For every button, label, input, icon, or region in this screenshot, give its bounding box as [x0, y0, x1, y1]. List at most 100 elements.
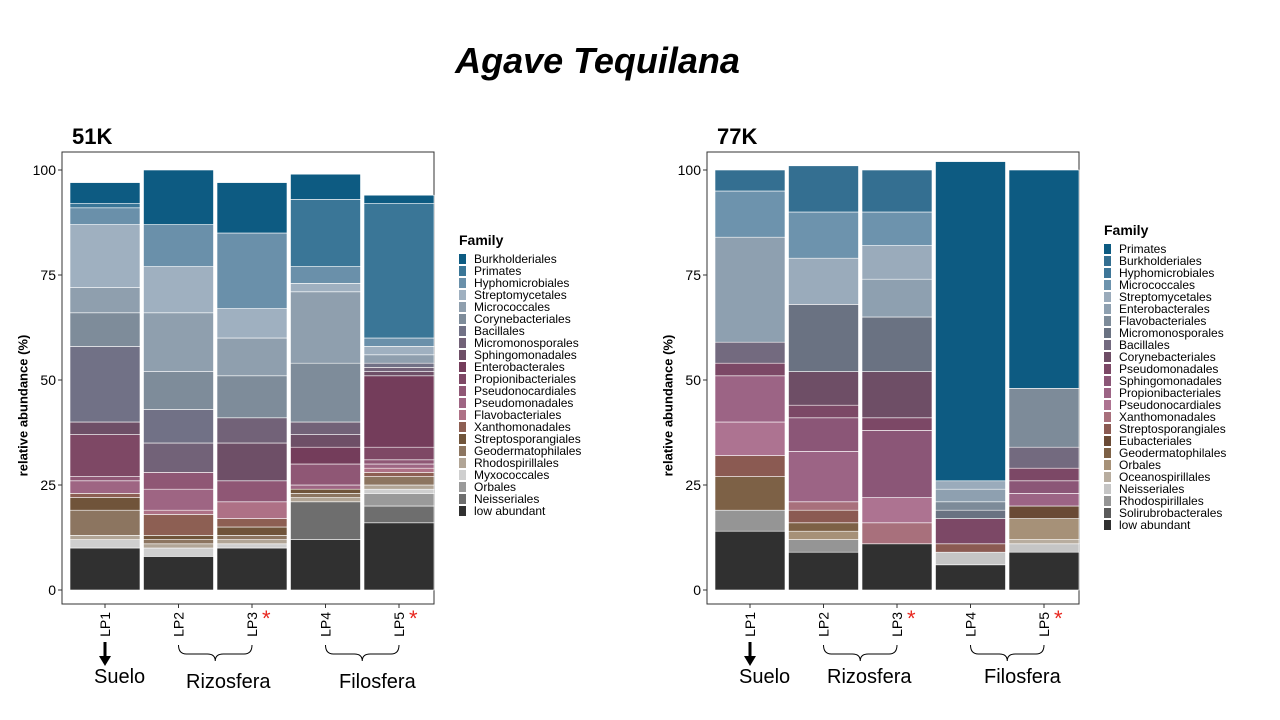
bar-segment-pseudomonadales	[788, 404, 859, 419]
legend-item-orbales: Orbales	[459, 481, 581, 493]
bar-segment-corynebacteriales	[143, 371, 214, 410]
bar-segment-micromonosporales	[143, 442, 214, 473]
bar-segment-flavobacteriales	[216, 501, 288, 519]
legend-label: Burkholderiales	[474, 252, 557, 266]
legend-swatch	[459, 458, 466, 468]
legend-swatch	[459, 494, 466, 504]
legend-label: Hyphomicrobiales	[474, 276, 570, 290]
bar-segment-enterobacterales	[861, 278, 933, 318]
bar-segment-pseudonocardiales	[143, 472, 214, 490]
bar-segment-streptosporangiales	[290, 488, 361, 494]
bar-segment-rhodospirillales	[69, 535, 141, 540]
bar-segment-sphingomonadales	[69, 421, 141, 435]
legend-label: Hyphomicrobiales	[1119, 266, 1215, 280]
bar-segment-flavobacteriales	[143, 509, 214, 515]
legend-item-sphingomonadales: Sphingomonadales	[459, 349, 581, 361]
legend-label: Propionibacteriales	[1119, 386, 1222, 400]
bar-segment-sphingomonadales	[290, 434, 361, 448]
bar-segment-sphingomonadales	[861, 430, 933, 498]
legend-swatch	[1104, 364, 1111, 374]
bar-segment-micrococcales	[290, 291, 361, 364]
bar-segment-propionibacteriales	[1008, 493, 1080, 507]
y-tick-label: 75	[40, 267, 56, 283]
legend-swatch	[459, 386, 466, 396]
legend-label: Pseudonocardiales	[1119, 398, 1222, 412]
bar-segment-micrococcales	[861, 211, 933, 246]
legend-label: Burkholderiales	[1119, 254, 1202, 268]
bar-segment-pseudomonadales	[714, 362, 786, 377]
legend-item-corynebacteriales: Corynebacteriales	[459, 313, 581, 325]
legend-item-micrococcales: Micrococcales	[459, 301, 581, 313]
group-label-phyllosphere: Filosfera	[339, 671, 416, 693]
y-tick-label: 75	[685, 267, 701, 283]
legend-swatch	[1104, 280, 1111, 290]
legend-label: Oceanospirillales	[1119, 470, 1211, 484]
legend-label: Streptomycetales	[1119, 290, 1212, 304]
legend-swatch	[459, 278, 466, 288]
legend-label: Enterobacterales	[474, 360, 565, 374]
chart-panel-77k: 77K relative abundance (%) 0 25 50 75 100 LP1…	[655, 118, 1227, 718]
legend-label: low abundant	[1119, 518, 1191, 532]
legend-item-primates: Primates	[459, 265, 581, 277]
legend-item-burkholderiales: Burkholderiales	[459, 253, 581, 265]
legend-swatch	[1104, 304, 1111, 314]
bar-segment-burkholderiales	[861, 169, 933, 213]
legend-swatch	[1104, 520, 1111, 530]
bar-segment-hyphomicrobiales	[216, 232, 288, 309]
legend-label: Streptosporangiales	[474, 432, 581, 446]
legend-swatch	[459, 350, 466, 360]
bar-segment-streptosporangiales	[216, 526, 288, 536]
bar-segment-burkholderiales	[143, 169, 214, 225]
bar-segment-streptosporangiales	[69, 497, 141, 511]
group-label-phyllosphere: Filosfera	[984, 666, 1061, 688]
bar-segment-micrococcales	[714, 190, 786, 238]
legend-swatch	[459, 410, 466, 420]
bar-segment-propionibacteriales	[363, 446, 435, 461]
bar-segment-pseudomonadales	[363, 463, 435, 469]
legend-label: Micromonosporales	[1119, 326, 1224, 340]
legend-item-micrococcales: Micrococcales	[1104, 279, 1226, 291]
bar-segment-corynebacteriales	[861, 371, 933, 419]
bar-segment-propionibacteriales	[788, 451, 859, 503]
x-tick-label-lp4: LP4	[963, 612, 979, 637]
bar-segment-xanthomonadales	[363, 472, 435, 477]
bar-segment-primates	[1008, 169, 1080, 389]
group-label-rhizosphere: Rizosfera	[827, 666, 912, 688]
phyllosphere-brace	[970, 644, 1045, 662]
legend-label: low abundant	[474, 504, 546, 518]
legend-item-flavobacteriales: Flavobacteriales	[1104, 315, 1226, 327]
legend-item-enterobacterales: Enterobacterales	[1104, 303, 1226, 315]
legend-item-flavobacteriales: Flavobacteriales	[459, 409, 581, 421]
bar-segment-streptomycetales	[143, 266, 214, 314]
legend-swatch	[459, 446, 466, 456]
legend-item-corynebacteriales: Corynebacteriales	[1104, 351, 1226, 363]
legend-label: Pseudonocardiales	[474, 384, 577, 398]
legend-label: Micrococcales	[474, 300, 551, 314]
legend-swatch	[459, 266, 466, 276]
legend-item-enterobacterales: Enterobacterales	[459, 361, 581, 373]
bar-segment-xanthomonadales	[69, 493, 141, 498]
legend-title: Family	[459, 232, 504, 248]
bar-segment-enterobacterales	[714, 236, 786, 343]
bar-segment-geodermatophilales	[363, 476, 435, 486]
legend-swatch	[459, 326, 466, 336]
legend-label: Neisseriales	[474, 492, 540, 506]
y-tick-label: 0	[693, 582, 701, 598]
legend-label: Eubacteriales	[1119, 434, 1192, 448]
legend-item-neisseriales: Neisseriales	[459, 493, 581, 505]
bar-segment-pseudomonadales	[935, 518, 1006, 545]
legend-label: Bacillales	[1119, 338, 1170, 352]
legend-item-solirubrobacterales: Solirubrobacterales	[1104, 507, 1226, 519]
bar-segment-hyphomicrobiales	[143, 224, 214, 267]
bar-segment-propionibacteriales	[714, 375, 786, 423]
bar-segment-enterobacterales	[290, 446, 361, 465]
bar-segment-neisseriales	[363, 505, 435, 524]
bar-segment-low-abundant	[143, 556, 214, 591]
bar-segment-geodermatophilales	[143, 539, 214, 545]
legend-label: Enterobacterales	[1119, 302, 1210, 316]
y-tick-label: 50	[40, 372, 56, 388]
legend-label: Streptosporangiales	[1119, 422, 1226, 436]
legend-label: Propionibacteriales	[474, 372, 577, 386]
bar-segment-pseudonocardiales	[290, 463, 361, 486]
